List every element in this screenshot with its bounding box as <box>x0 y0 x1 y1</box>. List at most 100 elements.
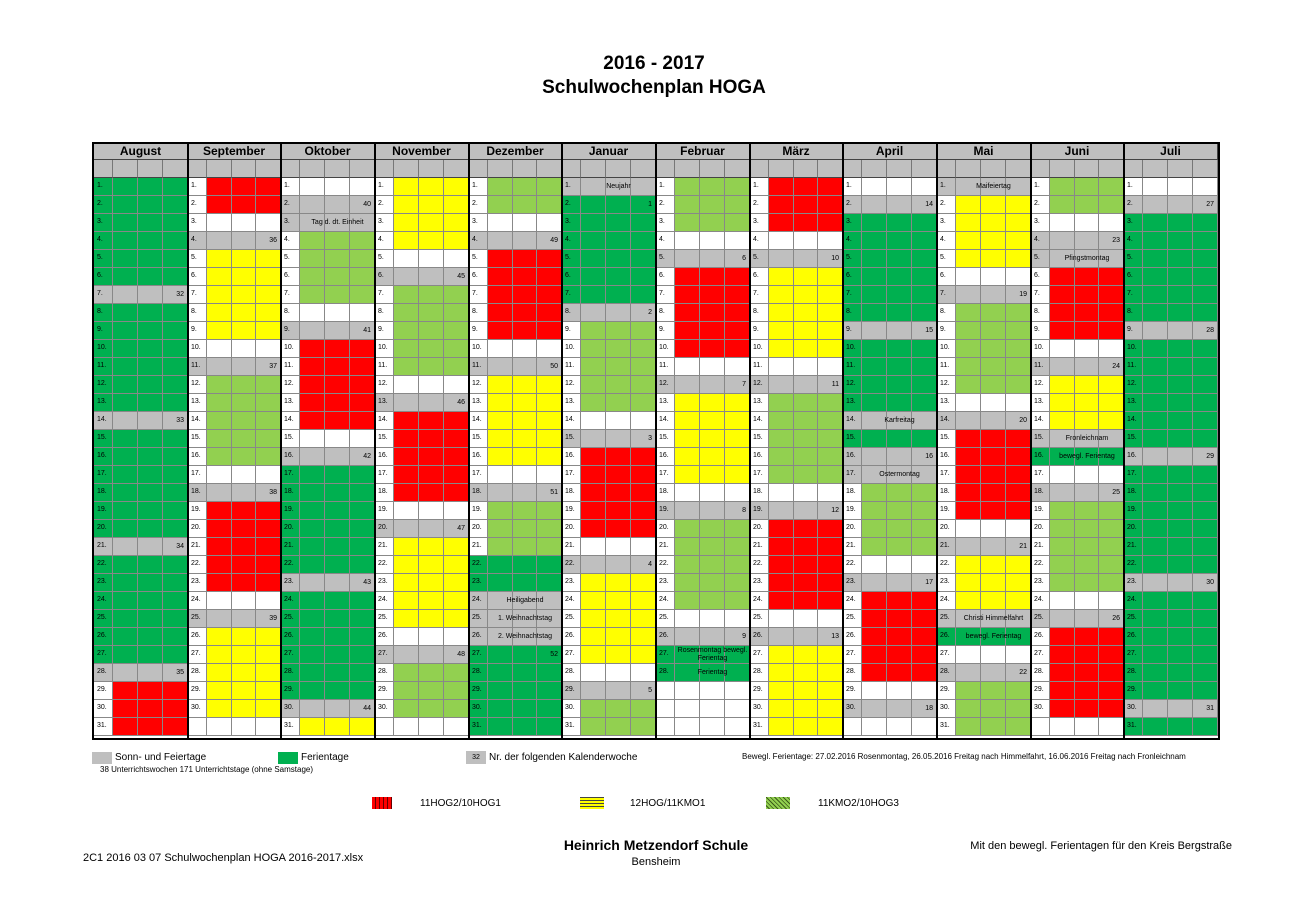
day-number-cell: 15. <box>937 430 956 448</box>
day-class-cell <box>818 718 843 736</box>
day-class-cell <box>207 628 232 646</box>
day-number-cell: 14. <box>562 412 581 430</box>
day-number-cell: 15. <box>469 430 488 448</box>
day-class-cell <box>1143 700 1168 718</box>
day-number: 8. <box>1127 308 1133 315</box>
day-number-cell: 8. <box>469 304 488 322</box>
day-class-cell <box>912 682 937 700</box>
day-class-cell <box>325 610 350 628</box>
day-number-cell: 1. <box>94 178 113 196</box>
day-number: 9. <box>846 326 852 333</box>
day-number-cell: 13. <box>94 394 113 412</box>
day-number-cell: 22. <box>375 556 394 574</box>
day-class-cell <box>513 304 537 322</box>
day-class-cell <box>725 556 750 574</box>
day-number-cell: 7. <box>281 286 300 304</box>
day-class-cell <box>887 718 912 736</box>
day-class-cell <box>350 610 375 628</box>
day-class-cell <box>725 196 750 214</box>
day-number-cell: 13. <box>1124 394 1143 412</box>
day-number: 23. <box>565 578 575 585</box>
day-class-cell <box>769 448 794 466</box>
day-number-cell: 21. <box>750 538 769 556</box>
calendar-week-number: 20 <box>1019 417 1027 424</box>
day-class-cell <box>394 574 419 592</box>
month-subheader-cell <box>1075 160 1099 178</box>
day-class-cell <box>1193 502 1218 520</box>
day-number-cell: 14. <box>281 412 300 430</box>
day-class-cell <box>488 214 513 232</box>
day-number: 28. <box>846 668 856 675</box>
day-class-cell <box>1099 538 1124 556</box>
month-subheader-cell <box>750 160 769 178</box>
day-class-cell <box>138 322 163 340</box>
day-class-cell <box>325 574 350 592</box>
day-class-cell <box>113 358 138 376</box>
day-class-cell <box>1075 196 1099 214</box>
day-class-cell <box>1050 628 1075 646</box>
day-number: 2. <box>378 200 384 207</box>
day-class-cell <box>675 700 700 718</box>
day-class-cell <box>207 232 232 250</box>
month-subheader-cell <box>818 160 843 178</box>
holiday-label: Pfingstmontag <box>1064 255 1110 262</box>
month-subheader-cell <box>394 160 419 178</box>
day-class-cell <box>862 700 887 718</box>
day-number: 26. <box>846 632 856 639</box>
day-number-cell: 8. <box>1124 304 1143 322</box>
day-class-cell <box>956 340 981 358</box>
day-class-cell <box>725 340 750 358</box>
day-number: 26. <box>191 632 201 639</box>
day-class-cell <box>325 214 350 232</box>
day-number: 28. <box>191 668 201 675</box>
day-number: 21. <box>565 542 575 549</box>
month-subheader-cell <box>912 160 937 178</box>
day-number-cell: 31. <box>562 718 581 736</box>
month-subheader-cell <box>113 160 138 178</box>
day-number-cell: 14. <box>750 412 769 430</box>
moving-days-note: Bewegl. Ferientage: 27.02.2016 Rosenmont… <box>742 752 1186 761</box>
day-class-cell <box>488 664 513 682</box>
day-class-cell <box>1075 700 1099 718</box>
day-class-cell <box>394 214 419 232</box>
day-number: 28. <box>472 668 482 675</box>
day-number-cell: 4. <box>1031 232 1050 250</box>
calendar-week-number: 51 <box>550 489 558 496</box>
day-number: 10. <box>97 344 107 351</box>
day-number-cell: 10. <box>375 340 394 358</box>
day-number: 9. <box>284 326 290 333</box>
day-class-cell <box>256 304 281 322</box>
day-class-cell <box>394 286 419 304</box>
day-class-cell <box>113 304 138 322</box>
day-number-cell: 17. <box>562 466 581 484</box>
day-class-cell <box>675 466 700 484</box>
day-number-cell: 11. <box>656 358 675 376</box>
calendar-week-number: 6 <box>742 255 746 262</box>
day-class-cell <box>163 394 188 412</box>
day-number-cell: 24. <box>656 592 675 610</box>
day-number-cell: 13. <box>937 394 956 412</box>
day-class-cell <box>956 358 981 376</box>
day-class-cell <box>513 628 537 646</box>
day-class-cell <box>256 178 281 196</box>
day-class-cell <box>1143 340 1168 358</box>
day-class-cell <box>513 430 537 448</box>
day-number-cell: 3. <box>562 214 581 232</box>
day-class-cell <box>981 322 1006 340</box>
day-number: 15. <box>97 434 107 441</box>
day-number-cell: 10. <box>656 340 675 358</box>
day-class-cell <box>1075 214 1099 232</box>
day-class-cell <box>1193 556 1218 574</box>
day-number-cell: 26. <box>937 628 956 646</box>
day-class-cell <box>818 592 843 610</box>
month-subheader-cell <box>281 160 300 178</box>
day-number: 13. <box>472 398 482 405</box>
day-class-cell <box>113 502 138 520</box>
day-class-cell <box>138 448 163 466</box>
day-number-cell: 14. <box>188 412 207 430</box>
day-class-cell <box>394 430 419 448</box>
day-class-cell <box>581 610 606 628</box>
day-class-cell <box>1075 358 1099 376</box>
day-number: 15. <box>753 434 763 441</box>
day-class-cell <box>956 250 981 268</box>
